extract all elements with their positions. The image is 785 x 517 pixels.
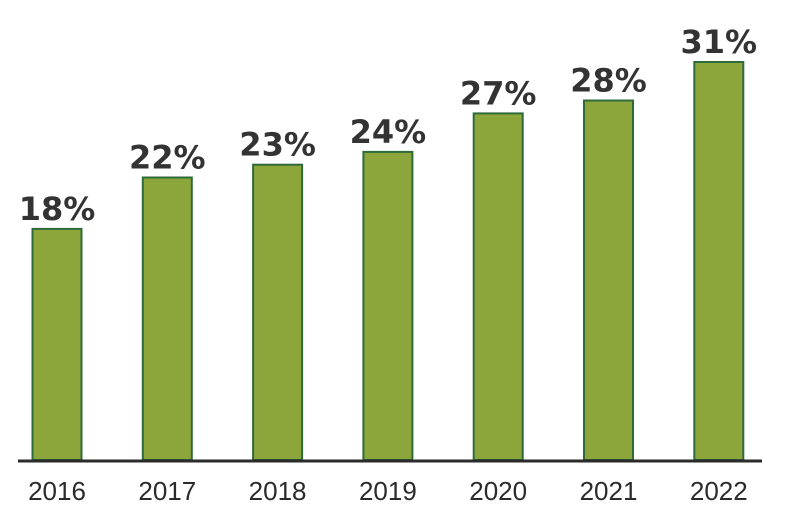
category-label-2017: 2017 [138,476,196,506]
category-label-2022: 2022 [690,476,748,506]
value-label-2021: 28% [570,62,647,100]
category-label-2016: 2016 [28,476,86,506]
bar-2021 [583,99,634,461]
value-label-2019: 24% [350,113,427,151]
value-label-2017: 22% [129,139,206,177]
category-label-2018: 2018 [249,476,307,506]
bar-2017 [141,176,193,461]
value-label-2018: 23% [239,126,316,164]
category-label-2020: 2020 [469,476,527,506]
bar-2020 [472,112,524,462]
bar-2018 [252,163,304,461]
value-label-2022: 31% [681,23,758,61]
value-labels-group: 18% 22% 23% 24% 27% 28% 31% [19,23,757,228]
bars-group [31,61,745,462]
value-label-2020: 27% [460,74,537,112]
category-labels-group: 2016 2017 2018 2019 2020 2021 2022 [28,476,748,506]
bar-2022 [693,61,745,461]
bar-2016 [31,227,83,461]
category-label-2019: 2019 [359,476,417,506]
category-label-2021: 2021 [580,476,638,506]
value-label-2016: 18% [19,190,96,228]
bar-2019 [362,150,414,461]
